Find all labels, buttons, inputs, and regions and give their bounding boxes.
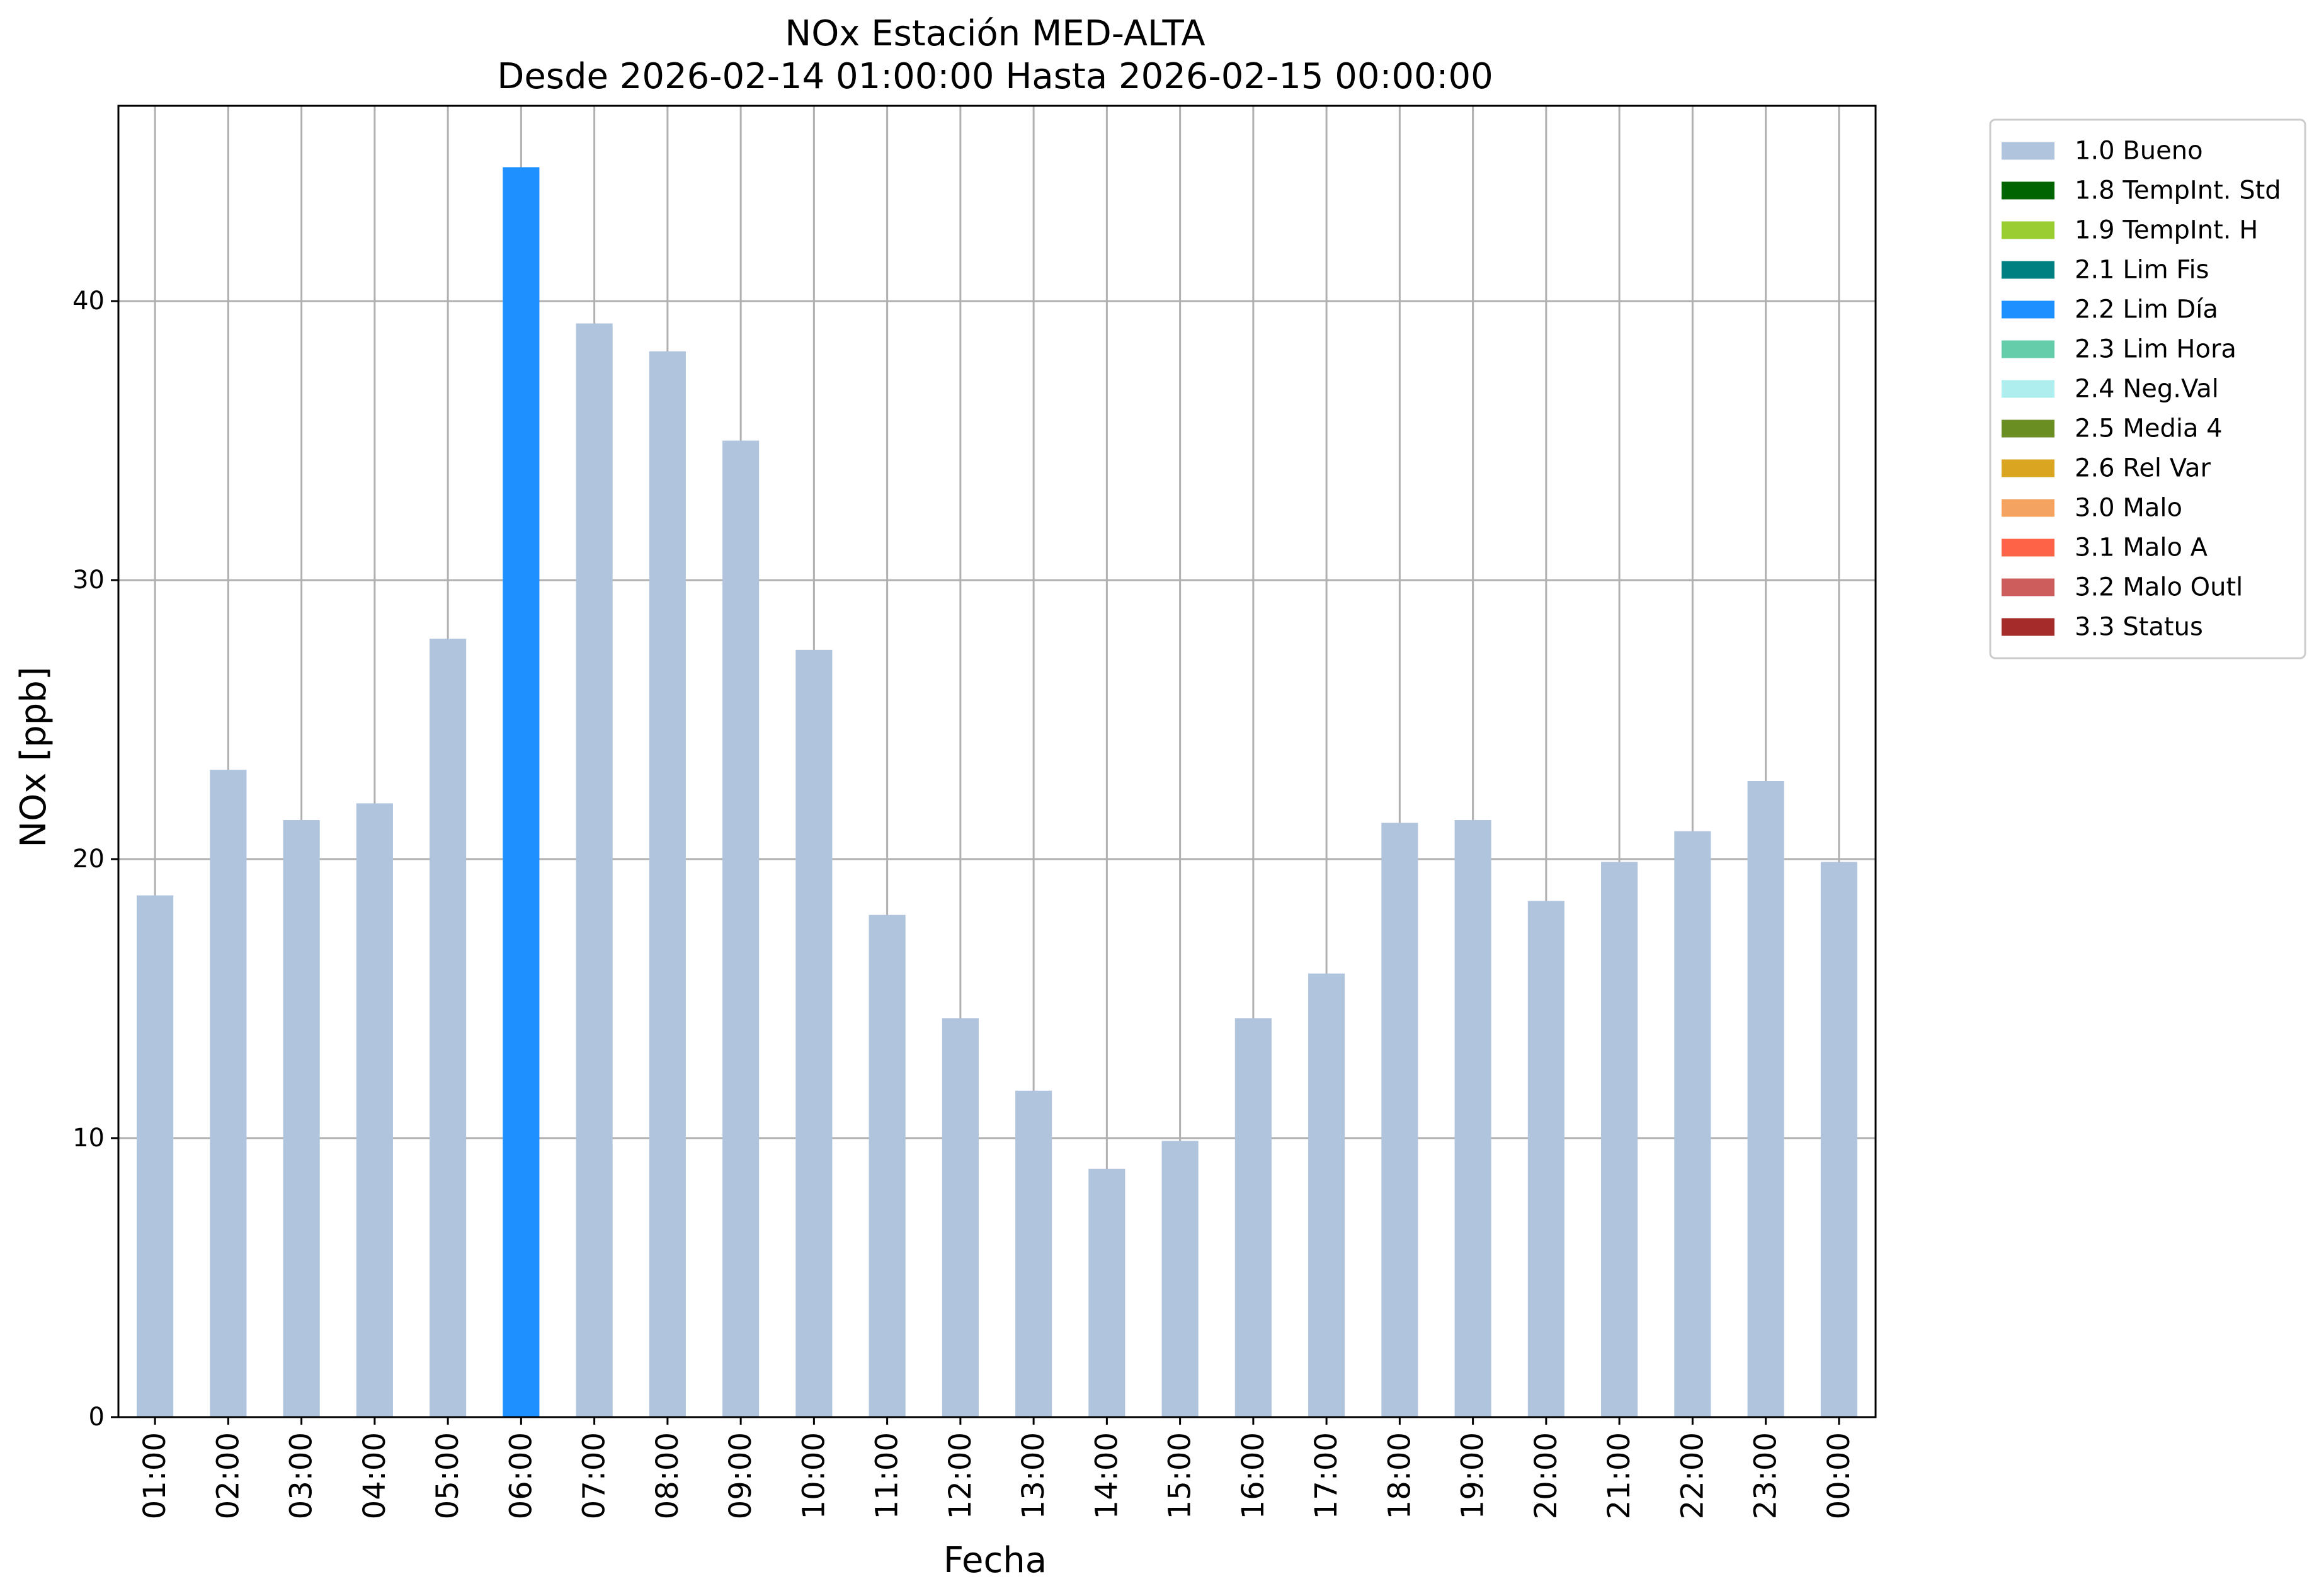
bar: [210, 770, 247, 1417]
bar: [649, 351, 686, 1417]
legend-label: 1.8 TempInt. Std: [2075, 176, 2281, 205]
bar: [1015, 1090, 1052, 1417]
x-tick-label: 11:00: [870, 1432, 905, 1519]
x-tick-label: 07:00: [577, 1432, 612, 1519]
x-tick-label: 04:00: [357, 1432, 392, 1519]
x-tick-label: 20:00: [1529, 1432, 1564, 1519]
x-tick-label: 16:00: [1236, 1432, 1271, 1519]
legend-label: 1.0 Bueno: [2075, 137, 2203, 166]
bar: [1674, 831, 1711, 1417]
legend-swatch: [2002, 459, 2054, 477]
y-tick-label: 30: [72, 566, 105, 595]
bar: [1161, 1141, 1199, 1417]
legend-frame: [1989, 118, 2306, 659]
x-tick-label: 06:00: [503, 1432, 538, 1519]
legend-swatch: [2002, 142, 2054, 160]
bar: [1527, 901, 1564, 1417]
legend-label: 3.1 Malo A: [2075, 533, 2208, 562]
y-axis-label: NOx [ppb]: [13, 666, 54, 847]
legend: 1.0 Bueno 1.8 TempInt. Std 1.9 TempInt. H 2…: [1989, 118, 2306, 659]
bar: [942, 1018, 979, 1417]
bar: [869, 915, 906, 1417]
x-tick-label: 14:00: [1089, 1432, 1124, 1519]
x-tick-label: 05:00: [430, 1432, 465, 1519]
bar: [1088, 1168, 1125, 1417]
legend-label: 2.4 Neg.Val: [2075, 375, 2219, 404]
x-tick-label: 08:00: [650, 1432, 685, 1519]
legend-label: 3.3 Status: [2075, 613, 2203, 642]
legend-swatch: [2002, 499, 2054, 517]
legend-label: 1.9 TempInt. H: [2075, 216, 2258, 245]
legend-swatch: [2002, 300, 2054, 319]
legend-swatch: [2002, 578, 2054, 596]
bar: [722, 440, 760, 1417]
x-tick-label: 03:00: [284, 1432, 319, 1519]
x-tick-label: 21:00: [1602, 1432, 1637, 1519]
bar: [356, 803, 393, 1417]
y-tick-label: 10: [72, 1124, 105, 1153]
legend-swatch: [2002, 618, 2054, 636]
y-tick-label: 40: [72, 287, 105, 316]
x-tick-label: 13:00: [1016, 1432, 1051, 1519]
x-tick-label: 12:00: [943, 1432, 978, 1519]
legend-label: 3.2 Malo Outl: [2075, 573, 2243, 602]
bar: [1234, 1018, 1272, 1417]
legend-swatch: [2002, 221, 2054, 239]
bar: [1747, 781, 1784, 1417]
bar: [795, 649, 833, 1417]
legend-label: 2.5 Media 4: [2075, 414, 2223, 443]
bar: [1381, 823, 1418, 1417]
bar: [503, 167, 540, 1417]
bar: [1820, 862, 1857, 1417]
bar: [430, 639, 467, 1417]
plot-frame: [117, 105, 1877, 1418]
x-axis-label: Fecha: [943, 1540, 1047, 1581]
bar: [1308, 973, 1345, 1417]
chart-title: NOx Estación MED-ALTA: [785, 13, 1205, 54]
bar: [576, 323, 613, 1417]
legend-swatch: [2002, 419, 2054, 438]
legend-label: 3.0 Malo: [2075, 494, 2182, 523]
x-tick-label: 22:00: [1675, 1432, 1710, 1519]
x-tick-label: 18:00: [1382, 1432, 1417, 1519]
x-tick-label: 00:00: [1821, 1432, 1857, 1519]
legend-swatch: [2002, 261, 2054, 279]
x-tick-label: 02:00: [210, 1432, 246, 1519]
bar: [1601, 862, 1638, 1417]
bar: [137, 895, 174, 1417]
legend-swatch: [2002, 181, 2054, 200]
legend-label: 2.2 Lim Día: [2075, 295, 2218, 324]
chart-subtitle: Desde 2026-02-14 01:00:00 Hasta 2026-02-…: [497, 56, 1493, 97]
legend-swatch: [2002, 539, 2054, 557]
bar: [1454, 820, 1491, 1417]
y-tick-label: 0: [89, 1403, 105, 1432]
legend-label: 2.1 Lim Fis: [2075, 256, 2209, 285]
x-tick-label: 19:00: [1456, 1432, 1491, 1519]
bars-group: [137, 167, 1857, 1417]
x-tick-label: 01:00: [137, 1432, 173, 1519]
legend-swatch: [2002, 380, 2054, 398]
legend-label: 2.3 Lim Hora: [2075, 335, 2236, 364]
legend-swatch: [2002, 340, 2054, 358]
bar: [283, 820, 320, 1417]
x-tick-label: 23:00: [1748, 1432, 1784, 1519]
x-tick-label: 17:00: [1309, 1432, 1344, 1519]
x-tick-label: 09:00: [723, 1432, 758, 1519]
x-axis-ticks: 01:00 02:00 03:00 04:00 05:00 06:00 07:00 08:00…: [137, 1417, 1857, 1519]
legend-label: 2.6 Rel Var: [2075, 454, 2211, 483]
y-axis-ticks: 0 10 20 30 40: [72, 287, 118, 1432]
y-tick-label: 20: [72, 845, 105, 874]
x-tick-label: 10:00: [796, 1432, 831, 1519]
x-tick-label: 15:00: [1163, 1432, 1198, 1519]
